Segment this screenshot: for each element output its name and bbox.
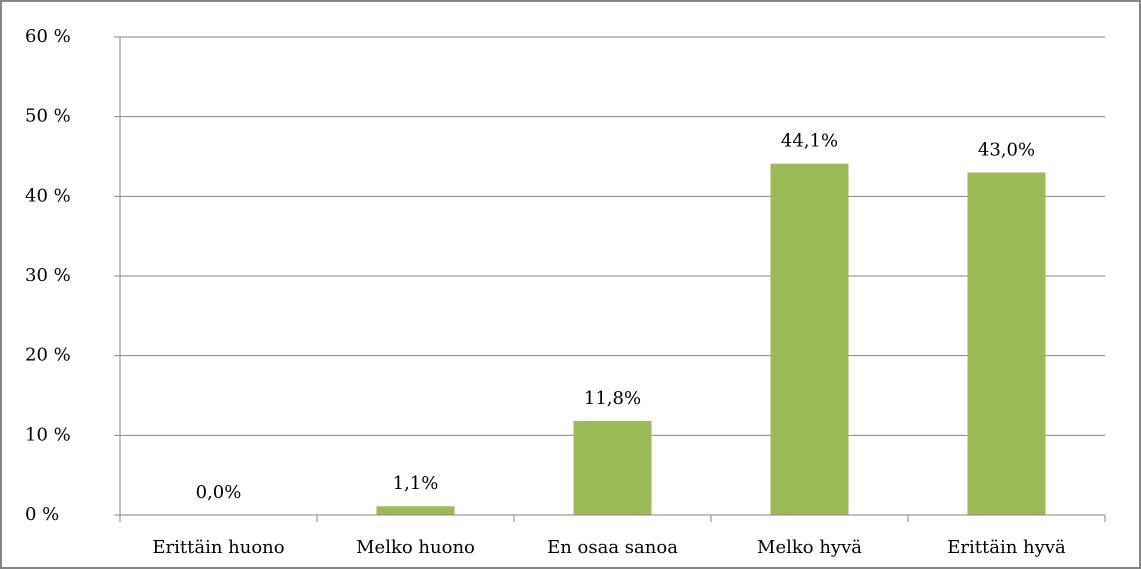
y-tick-label: 10 % bbox=[25, 424, 71, 445]
y-tick-label: 50 % bbox=[25, 106, 71, 127]
y-tick-label: 20 % bbox=[25, 345, 71, 366]
value-label: 1,1% bbox=[393, 473, 439, 494]
bar bbox=[573, 420, 652, 515]
y-tick-label: 30 % bbox=[25, 265, 71, 286]
value-label: 44,1% bbox=[781, 131, 838, 152]
y-tick-label: 60 % bbox=[25, 26, 71, 47]
x-tick-label: Erittäin hyvä bbox=[947, 537, 1066, 558]
x-tick-label: Melko huono bbox=[356, 537, 475, 558]
value-label: 11,8% bbox=[584, 388, 641, 409]
y-tick-label: 0 % bbox=[25, 504, 59, 525]
y-tick-label: 40 % bbox=[25, 185, 71, 206]
bar bbox=[770, 163, 849, 516]
x-tick-label: Melko hyvä bbox=[757, 537, 862, 558]
bar bbox=[376, 506, 455, 515]
x-tick-label: Erittäin huono bbox=[152, 537, 284, 558]
value-label: 0,0% bbox=[196, 482, 242, 503]
value-label: 43,0% bbox=[978, 139, 1035, 160]
x-tick-label: En osaa sanoa bbox=[547, 537, 678, 558]
bar bbox=[967, 172, 1046, 515]
